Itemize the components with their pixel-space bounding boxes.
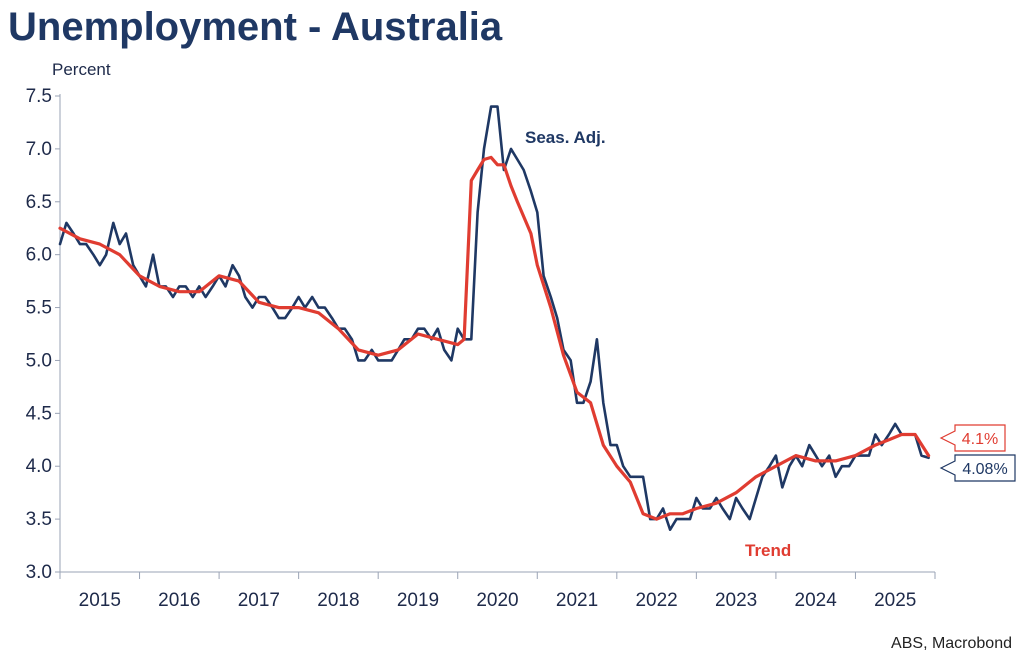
seas-adj-last-value-box [939, 454, 1016, 482]
y-tick-label: 5.5 [26, 298, 52, 319]
y-tick-label: 4.0 [26, 456, 52, 477]
x-tick-label: 2017 [238, 590, 280, 611]
y-axis: 3.0 3.5 4.0 4.5 5.0 5.5 6.0 6.5 7.0 7.5 [26, 86, 61, 583]
x-tick-label: 2018 [317, 590, 359, 611]
y-tick-label: 6.5 [26, 192, 52, 213]
x-tick-label: 2024 [795, 590, 838, 611]
y-tick-label: 6.0 [26, 245, 52, 266]
last-value-labels: 4.1% 4.08% [939, 424, 1016, 482]
trend-last-value-box [939, 424, 1006, 452]
x-tick-label: 2020 [476, 590, 518, 611]
chart-title: Unemployment - Australia [8, 5, 503, 49]
series-line-trend [58, 155, 931, 521]
seas-adj-last-value: 4.08% [939, 454, 1016, 482]
x-tick-label: 2021 [556, 590, 598, 611]
x-tick-label: 2016 [158, 590, 200, 611]
seas-adj-label: Seas. Adj. [525, 128, 606, 147]
y-tick-label: 4.5 [26, 403, 52, 424]
trend-last-value-text: 4.1% [962, 431, 998, 448]
x-tick-label: 2023 [715, 590, 757, 611]
x-tick-label: 2022 [635, 590, 677, 611]
x-tick-label: 2015 [79, 590, 121, 611]
series-layer [58, 105, 931, 532]
series-annotations: Seas. Adj. Trend [525, 128, 791, 560]
x-axis: 2015 2016 2017 2018 2019 2020 2021 2022 2023 2024… [59, 571, 936, 611]
x-tick-label: 2019 [397, 590, 439, 611]
trend-last-value: 4.1% [939, 424, 1006, 452]
trend-label: Trend [745, 541, 791, 560]
y-tick-label: 7.0 [26, 139, 52, 160]
y-tick-label: 5.0 [26, 350, 52, 371]
series-line-seas-adj [58, 105, 930, 532]
seas-adj-last-value-text: 4.08% [962, 461, 1007, 478]
source-note: ABS, Macrobond [891, 635, 1012, 652]
y-tick-label: 3.5 [26, 509, 52, 530]
y-axis-label: Percent [52, 60, 111, 79]
y-tick-label: 7.5 [26, 86, 52, 107]
y-tick-label: 3.0 [26, 562, 52, 583]
x-tick-label: 2025 [874, 590, 916, 611]
